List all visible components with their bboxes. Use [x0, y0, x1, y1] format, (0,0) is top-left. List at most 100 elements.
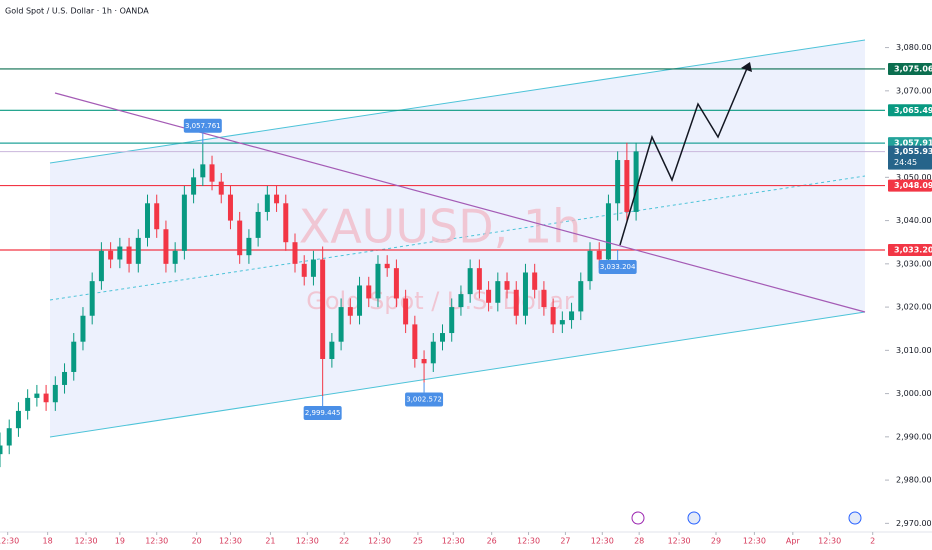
y-tick-label: 3,070.000	[896, 86, 932, 95]
x-tick-label: 29	[711, 537, 721, 546]
y-tick-label: 3,030.000	[896, 259, 932, 268]
candles	[0, 142, 639, 468]
candle-body	[366, 285, 372, 299]
candle-body	[6, 428, 12, 446]
candle-body	[495, 281, 501, 303]
candle-body	[559, 320, 565, 325]
x-tick-label: 12:30	[75, 537, 98, 546]
x-tick-label: 28	[634, 537, 644, 546]
level-badge	[888, 179, 932, 192]
candle-body	[135, 237, 141, 264]
x-tick-label: 19	[115, 537, 125, 546]
candle-body	[476, 268, 482, 290]
candle-body	[320, 259, 326, 359]
candle-body	[440, 333, 445, 342]
level-badge	[888, 243, 932, 256]
y-tick-label: 2,990.000	[896, 432, 932, 441]
watermark-subtitle: Gold Spot / U.S. Dollar	[306, 287, 574, 315]
candle-body	[264, 194, 270, 212]
watermark: XAUUSD, 1h	[299, 200, 582, 254]
candle-body	[624, 160, 630, 212]
y-axis-area	[885, 0, 932, 532]
x-tick-label: 12:30	[296, 537, 319, 546]
event-icon[interactable]	[631, 511, 645, 525]
candle-body	[357, 285, 363, 316]
y-tick-label: 3,020.000	[896, 303, 932, 312]
candle-body	[255, 211, 261, 238]
x-tick-label: 12:30	[145, 537, 168, 546]
candle-body	[569, 311, 575, 321]
candle-body	[550, 307, 556, 325]
x-tick-label: 12:30	[517, 537, 540, 546]
candle-body	[347, 307, 353, 316]
candle-body	[292, 242, 298, 264]
event-icon[interactable]	[848, 511, 862, 525]
x-tick-label: 22	[339, 537, 349, 546]
levels	[0, 68, 885, 251]
candle-body	[43, 393, 49, 403]
chart-title: Gold Spot / U.S. Dollar · 1h · OANDA	[5, 7, 149, 16]
x-tick-label: 20	[192, 537, 202, 546]
candle-body	[117, 246, 123, 260]
candle-body	[338, 307, 344, 342]
y-tick-label: 3,000.000	[896, 389, 932, 398]
candle-body	[52, 384, 58, 403]
candle-body	[237, 220, 243, 256]
candle-body	[98, 250, 104, 282]
callout-label: 3,033.204	[600, 263, 636, 271]
candle-body	[403, 298, 409, 325]
callout-box	[405, 392, 444, 407]
candle-body	[227, 194, 233, 221]
projection-arrow	[741, 62, 752, 72]
candle-body	[0, 445, 3, 455]
candle-body	[218, 181, 224, 195]
level-label: 3,048.097	[894, 181, 932, 190]
level-label: 3,033.204	[894, 245, 932, 254]
candle-body	[587, 250, 593, 282]
candle-body	[449, 307, 455, 334]
x-tick-label: 12:30	[0, 537, 19, 546]
channel-lower	[49, 311, 866, 438]
candle-body	[71, 341, 77, 372]
candle-body	[301, 263, 307, 277]
x-tick-label: 21	[265, 537, 275, 546]
candle-body	[541, 289, 547, 308]
candle-body	[34, 393, 40, 398]
candle-body	[191, 177, 197, 195]
candle-body	[246, 237, 252, 256]
x-tick-label: Apr	[786, 537, 801, 546]
candle-body	[421, 358, 427, 364]
level-label: 3,057.912	[894, 139, 932, 148]
y-tick-label: 3,080.000	[896, 43, 932, 52]
candle-body	[15, 410, 21, 429]
x-tick-label: 26	[487, 537, 497, 546]
x-tick-label: 12:30	[668, 537, 691, 546]
x-tick-label: 12:30	[368, 537, 391, 546]
x-tick-label: 12:30	[442, 537, 465, 546]
axes: 2,970.000 2,980.000 2,990.000 3,000.000 3,01…	[0, 43, 932, 546]
callout-label: 2,999.445	[305, 409, 341, 417]
candle-body	[596, 250, 602, 260]
candle-body	[108, 250, 114, 260]
x-tick-label: 25	[413, 537, 423, 546]
candle-body	[145, 203, 150, 238]
y-tick-label: 3,040.000	[896, 216, 932, 225]
candle-body	[163, 229, 169, 264]
candle-body	[80, 315, 86, 342]
candle-body	[393, 268, 399, 299]
candle-body	[172, 250, 178, 264]
candle-body	[430, 341, 436, 364]
candle-body	[384, 263, 390, 269]
candle-body	[633, 151, 639, 212]
candle-body	[25, 397, 31, 411]
callout-label: 3,057.761	[185, 122, 221, 130]
candle-body	[200, 164, 206, 178]
channel-upper	[49, 39, 866, 164]
x-tick-label: 18	[43, 537, 53, 546]
x-tick-label: 12:30	[219, 537, 242, 546]
level-label: 3,065.498	[894, 106, 932, 115]
candle-body	[615, 160, 621, 204]
y-tick-label: 2,970.000	[896, 519, 932, 528]
callout-box	[303, 405, 342, 420]
event-icon[interactable]	[687, 511, 701, 525]
